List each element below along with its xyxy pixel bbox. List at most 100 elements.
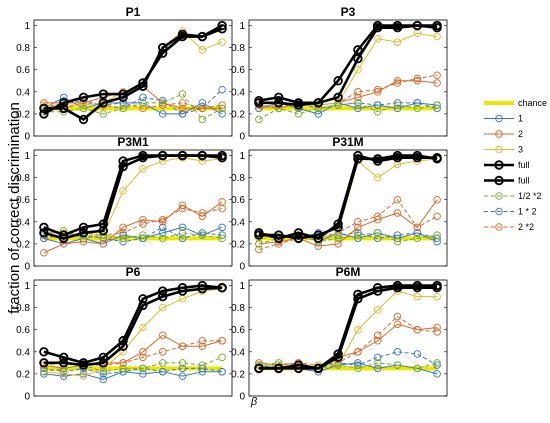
data-point bbox=[334, 359, 342, 367]
y-tick-label: 0.2 bbox=[231, 239, 245, 250]
series-line-full bbox=[258, 154, 438, 240]
y-tick-label: 0.6 bbox=[231, 195, 245, 206]
data-point bbox=[373, 359, 382, 367]
panel-title: P31M bbox=[332, 135, 363, 149]
data-point bbox=[178, 90, 187, 98]
data-point bbox=[139, 353, 147, 362]
legend-marker bbox=[495, 114, 503, 123]
legend-label: 3 bbox=[518, 145, 523, 155]
data-point bbox=[138, 294, 148, 304]
y-tick-label: 0.8 bbox=[16, 303, 30, 314]
data-point bbox=[334, 229, 342, 237]
data-point bbox=[373, 23, 383, 33]
series-line-1-2 bbox=[43, 367, 223, 375]
data-point bbox=[413, 364, 422, 373]
data-point bbox=[157, 286, 168, 296]
panel-p3: P3 0 0.2 0.4 0.6 0.8 1 bbox=[231, 5, 448, 143]
data-point bbox=[353, 53, 363, 64]
data-point bbox=[254, 363, 264, 374]
data-point bbox=[354, 88, 362, 96]
series-line-2-2 bbox=[43, 340, 223, 366]
data-point bbox=[294, 110, 303, 118]
y-tick-label: 0.2 bbox=[231, 109, 245, 120]
legend-marker bbox=[495, 207, 503, 216]
data-point bbox=[413, 229, 422, 237]
data-point bbox=[333, 222, 343, 233]
data-point bbox=[158, 234, 167, 243]
data-point bbox=[138, 153, 148, 163]
data-point bbox=[354, 234, 362, 243]
data-point bbox=[433, 71, 441, 79]
legend-item: 2 bbox=[484, 129, 523, 139]
data-point bbox=[40, 367, 48, 376]
y-tick-label: 0 bbox=[239, 392, 245, 403]
y-tick-label: 0 bbox=[24, 392, 30, 403]
data-point bbox=[157, 150, 168, 161]
data-point bbox=[198, 115, 207, 124]
data-point bbox=[59, 352, 69, 363]
data-point bbox=[413, 325, 422, 334]
data-point bbox=[373, 306, 382, 314]
data-point bbox=[354, 93, 362, 102]
panel-title: P6 bbox=[126, 265, 141, 279]
data-point bbox=[313, 98, 323, 108]
data-point bbox=[119, 104, 127, 113]
y-tick-label: 0 bbox=[24, 132, 30, 143]
legend-label: full bbox=[518, 176, 530, 186]
data-point bbox=[98, 225, 108, 236]
series-line-full bbox=[258, 286, 438, 370]
data-point bbox=[178, 99, 187, 107]
y-tick-label: 1 bbox=[239, 151, 245, 162]
data-point bbox=[354, 325, 362, 334]
y-tick-label: 0.6 bbox=[16, 195, 30, 206]
y-tick-label: 0.6 bbox=[16, 325, 30, 336]
data-point bbox=[314, 110, 323, 118]
series-line-full bbox=[43, 27, 223, 116]
data-point bbox=[373, 286, 383, 296]
legend-marker bbox=[494, 175, 504, 186]
data-point bbox=[158, 367, 167, 376]
data-point bbox=[178, 372, 187, 380]
y-tick-label: 0.8 bbox=[231, 43, 245, 54]
data-point bbox=[198, 46, 207, 54]
data-point bbox=[178, 342, 187, 351]
data-point bbox=[197, 150, 207, 161]
y-tick-label: 0.6 bbox=[231, 325, 245, 336]
series-line-full bbox=[258, 24, 438, 105]
data-point bbox=[39, 358, 49, 368]
data-point bbox=[413, 77, 422, 85]
data-point bbox=[373, 353, 382, 362]
data-point bbox=[393, 320, 402, 328]
data-point bbox=[293, 100, 304, 110]
data-point bbox=[139, 99, 147, 107]
data-point bbox=[392, 23, 403, 33]
data-point bbox=[393, 195, 402, 204]
data-point bbox=[433, 231, 441, 239]
data-point bbox=[293, 233, 304, 244]
series-line-2 bbox=[258, 80, 438, 109]
data-point bbox=[393, 209, 402, 217]
data-point bbox=[158, 348, 167, 356]
data-point bbox=[158, 110, 167, 118]
panel-title: P3M1 bbox=[117, 135, 149, 149]
data-point bbox=[119, 359, 127, 367]
data-point bbox=[99, 370, 108, 378]
data-point bbox=[158, 331, 167, 339]
data-point bbox=[333, 76, 343, 86]
data-point bbox=[158, 218, 167, 226]
data-point bbox=[392, 283, 403, 293]
data-point bbox=[254, 98, 264, 108]
series-line-1-2-2 bbox=[258, 232, 438, 245]
data-point bbox=[313, 230, 323, 240]
y-tick-label: 0.2 bbox=[16, 369, 30, 380]
data-point bbox=[433, 79, 441, 87]
data-point bbox=[353, 294, 363, 304]
data-point bbox=[138, 78, 148, 88]
data-point bbox=[433, 370, 441, 378]
data-point bbox=[274, 359, 283, 367]
data-point bbox=[139, 323, 147, 332]
panel-frame bbox=[33, 19, 233, 137]
data-point bbox=[218, 198, 226, 206]
data-point bbox=[59, 233, 69, 244]
y-tick-label: 1 bbox=[239, 21, 245, 32]
